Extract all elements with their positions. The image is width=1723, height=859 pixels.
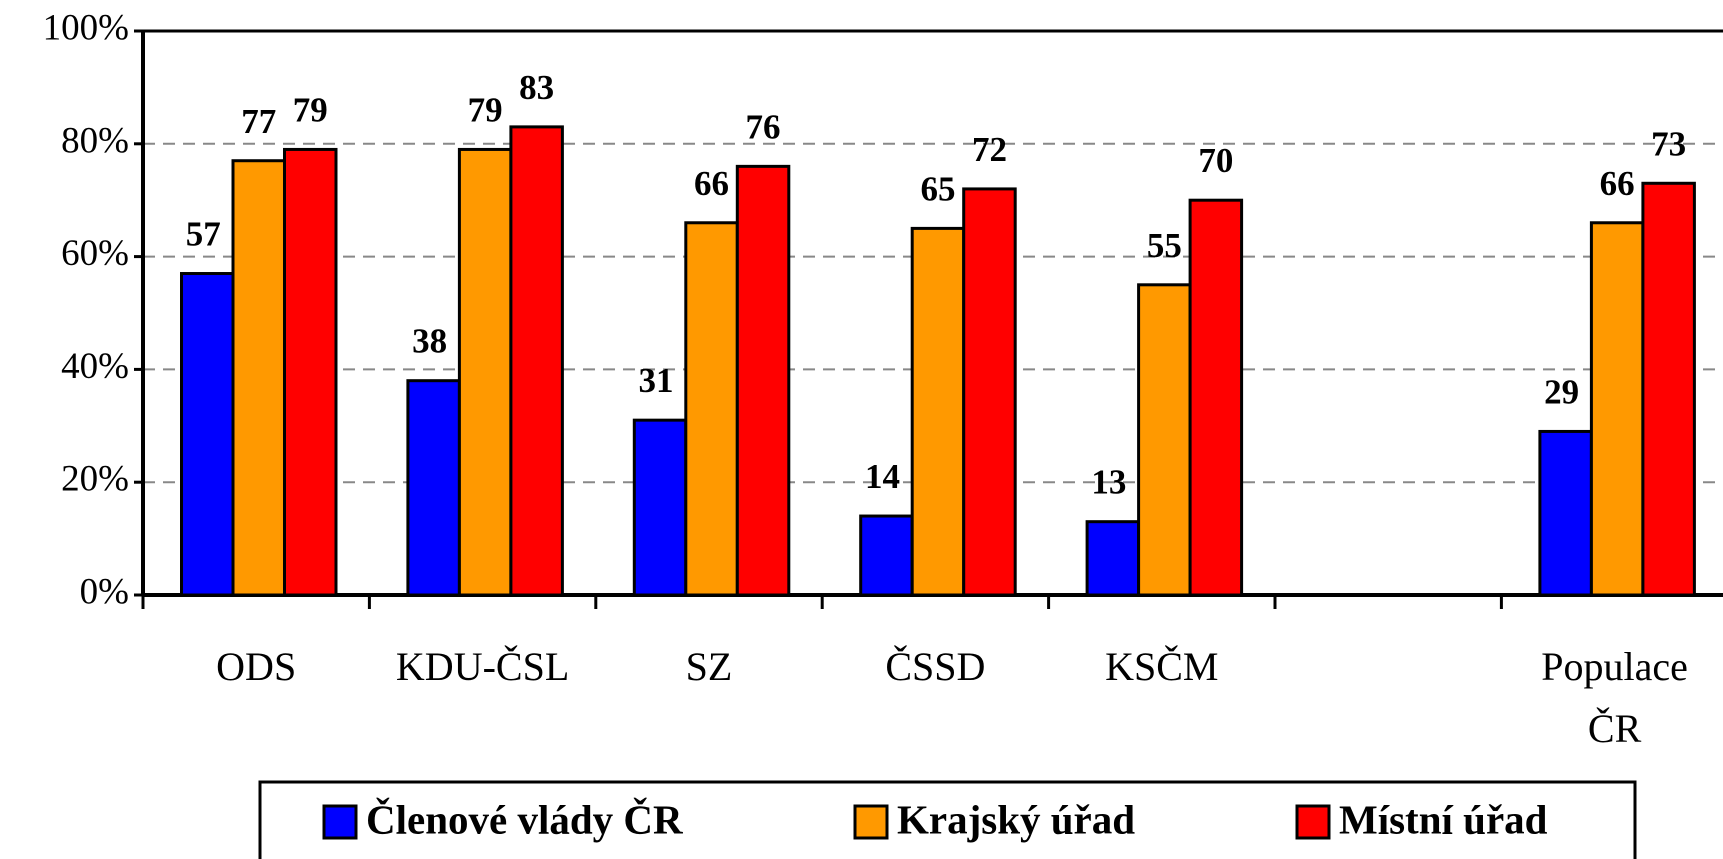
y-tick-label: 20% <box>61 459 129 500</box>
x-tick-label: ČSSD <box>885 644 986 689</box>
data-label: 13 <box>1091 463 1126 502</box>
bar <box>457 147 513 597</box>
legend-label: Členové vlády ČR <box>366 796 683 842</box>
bar <box>632 418 688 597</box>
bar <box>684 221 739 597</box>
bar <box>1538 429 1593 597</box>
bar <box>1137 283 1192 597</box>
y-tick-label: 100% <box>43 7 129 48</box>
data-label: 14 <box>865 457 900 496</box>
bar <box>283 147 338 597</box>
legend-swatch <box>322 804 358 840</box>
x-tick-label: ODS <box>216 644 297 689</box>
bar <box>910 226 966 597</box>
data-label: 55 <box>1147 226 1182 265</box>
legend-swatch <box>1295 804 1331 840</box>
bar <box>509 125 564 597</box>
data-label: 79 <box>468 90 503 129</box>
y-tick-label: 0% <box>80 571 129 612</box>
data-label: 57 <box>186 215 221 254</box>
x-tick-label: KSČM <box>1105 644 1219 689</box>
bar <box>735 164 791 597</box>
y-tick-label: 60% <box>61 233 129 274</box>
bar <box>180 272 235 597</box>
bar <box>231 159 286 597</box>
bar <box>406 379 461 597</box>
data-label: 31 <box>639 361 674 400</box>
y-tick-label: 40% <box>61 346 129 387</box>
data-label: 77 <box>241 102 276 141</box>
bar <box>859 514 914 597</box>
bar <box>1589 221 1645 597</box>
data-label: 38 <box>412 322 447 361</box>
data-label: 73 <box>1651 124 1686 163</box>
data-label: 72 <box>972 130 1007 169</box>
data-label: 66 <box>694 164 729 203</box>
data-label: 66 <box>1600 164 1635 203</box>
data-label: 79 <box>293 90 328 129</box>
data-label: 70 <box>1198 141 1233 180</box>
data-label: 65 <box>920 169 955 208</box>
bar <box>1641 181 1696 597</box>
x-tick-label: KDU-ČSL <box>395 644 570 689</box>
legend-label: Místní úřad <box>1339 796 1548 842</box>
bar <box>1188 198 1244 597</box>
data-label: 29 <box>1544 372 1579 411</box>
legend-label: Krajský úřad <box>897 796 1135 842</box>
bar <box>962 187 1017 597</box>
x-tick-label: SZ <box>685 644 733 689</box>
legend-swatch <box>853 804 889 840</box>
data-label: 76 <box>746 107 781 146</box>
y-tick-label: 80% <box>61 120 129 161</box>
bar <box>1085 520 1141 597</box>
legend-box <box>258 780 1637 859</box>
data-label: 83 <box>519 68 554 107</box>
x-tick-label: Populace ČR <box>1541 644 1688 751</box>
